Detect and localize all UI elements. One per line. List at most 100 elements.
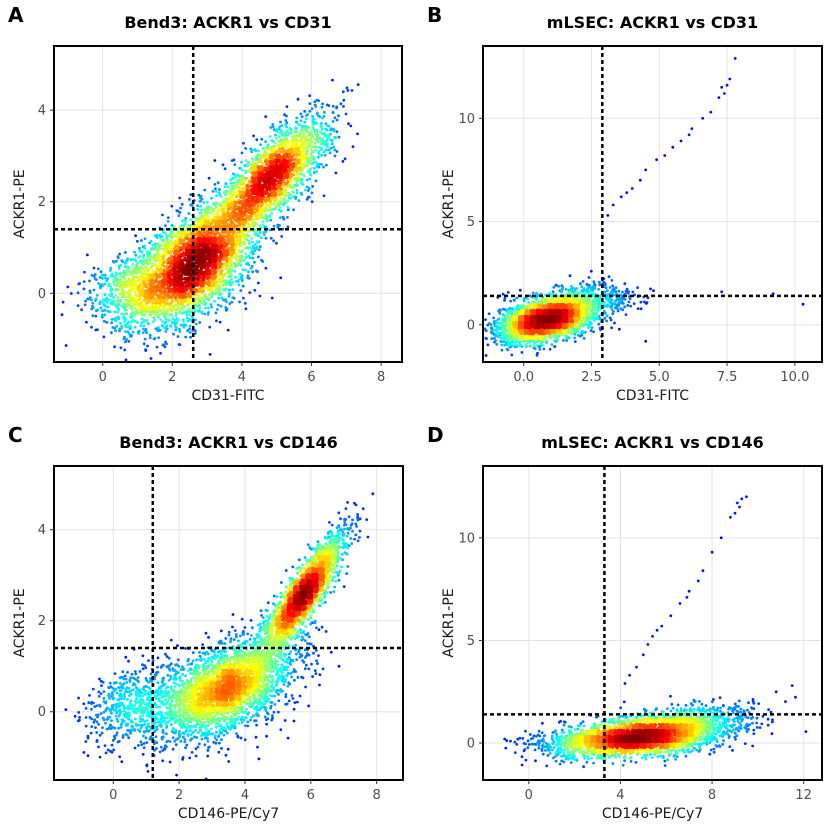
data-point: [269, 218, 273, 222]
data-point: [155, 345, 159, 349]
data-point: [231, 296, 235, 299]
data-point: [193, 332, 197, 335]
data-point: [259, 154, 263, 158]
data-point: [162, 282, 166, 285]
data-point: [305, 178, 309, 182]
data-point: [136, 239, 139, 243]
data-point: [252, 171, 256, 175]
data-point: [129, 302, 133, 305]
data-point: [173, 319, 177, 323]
data-point: [171, 317, 175, 321]
data-point: [163, 345, 167, 349]
data-point: [231, 239, 235, 243]
data-point: [99, 270, 103, 274]
data-point: [207, 306, 210, 310]
data-point: [284, 200, 288, 204]
data-point: [321, 116, 324, 120]
data-point: [237, 248, 241, 252]
data-point: [151, 243, 155, 247]
data-point: [204, 306, 207, 310]
data-point: [214, 206, 218, 210]
data-point: [153, 296, 157, 300]
data-point: [104, 273, 107, 277]
data-point: [328, 151, 332, 155]
data-point: [218, 187, 222, 191]
data-point: [120, 259, 124, 262]
data-point: [280, 192, 284, 196]
data-point: [284, 181, 288, 185]
data-point: [257, 165, 261, 169]
data-point: [284, 142, 287, 146]
data-point: [82, 287, 86, 291]
data-point: [200, 296, 204, 300]
data-point: [138, 270, 142, 274]
data-point: [143, 246, 147, 250]
data-point: [320, 105, 324, 109]
data-point: [310, 191, 314, 195]
data-point: [250, 222, 254, 226]
data-point: [154, 301, 158, 305]
data-point: [337, 114, 340, 118]
data-point: [308, 102, 312, 105]
data-point: [331, 104, 335, 108]
data-point: [324, 148, 328, 152]
data-point: [261, 220, 265, 223]
data-point: [264, 213, 268, 217]
data-point: [286, 216, 289, 219]
data-point: [252, 197, 256, 201]
data-point: [240, 203, 244, 207]
data-point: [254, 211, 257, 214]
data-point: [252, 223, 256, 226]
data-point: [194, 293, 198, 296]
data-point: [146, 269, 150, 273]
data-point: [134, 286, 138, 289]
data-point: [311, 161, 315, 165]
data-point: [212, 203, 216, 206]
data-point: [124, 358, 128, 362]
data-point: [139, 275, 143, 278]
data-point: [203, 294, 207, 297]
data-point: [233, 163, 237, 167]
data-point: [157, 259, 161, 262]
data-point: [150, 247, 154, 250]
data-point: [272, 224, 276, 228]
data-point: [277, 135, 281, 139]
data-point: [86, 253, 89, 257]
data-point: [250, 189, 254, 193]
data-point: [170, 204, 174, 208]
data-point: [112, 296, 115, 300]
data-point: [140, 317, 144, 321]
data-point: [189, 218, 193, 222]
data-point: [228, 265, 231, 269]
data-point: [269, 147, 273, 151]
data-point: [148, 336, 152, 340]
data-point: [154, 292, 158, 296]
data-point: [175, 318, 179, 321]
data-point: [144, 329, 147, 333]
data-point: [286, 155, 290, 159]
data-point: [146, 255, 150, 259]
data-point: [316, 155, 320, 159]
data-point: [323, 134, 327, 138]
data-point: [172, 332, 176, 336]
data-point: [237, 235, 240, 239]
data-point: [276, 144, 280, 148]
data-point: [356, 132, 359, 136]
data-point: [155, 256, 158, 260]
data-point: [180, 231, 184, 235]
data-point: [252, 252, 255, 256]
data-point: [226, 189, 229, 193]
data-point: [295, 173, 299, 177]
data-point: [226, 218, 230, 222]
data-point: [145, 285, 148, 289]
data-point: [342, 98, 346, 102]
data-point: [284, 193, 288, 197]
data-point: [350, 89, 354, 92]
data-point: [229, 192, 233, 196]
data-point: [304, 117, 308, 121]
data-point: [201, 281, 205, 285]
data-point: [135, 271, 139, 275]
scatter-points: [60, 78, 360, 362]
data-point: [223, 185, 227, 189]
